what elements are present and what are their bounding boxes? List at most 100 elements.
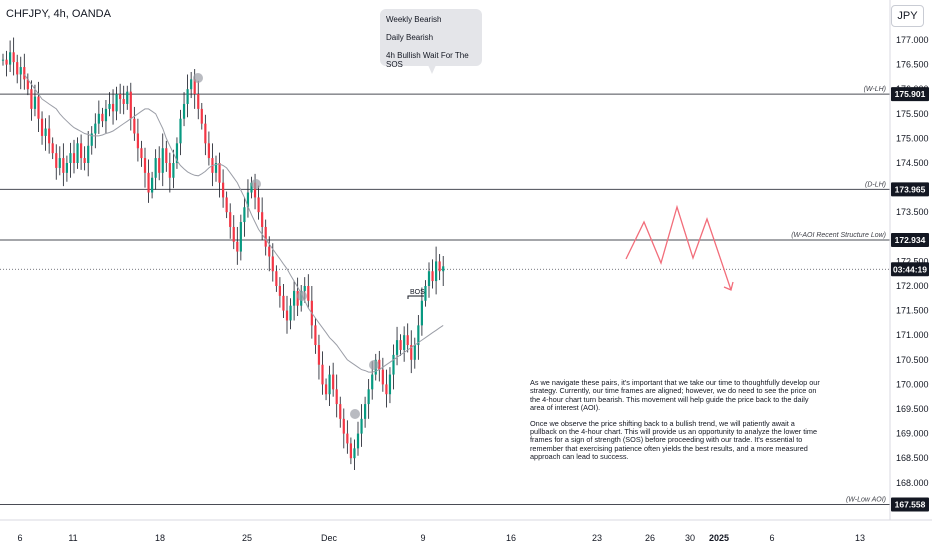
- level-price-badge-text: 172.934: [895, 235, 926, 245]
- candle-body: [143, 158, 147, 173]
- candle-body: [236, 241, 239, 252]
- candle-body: [289, 305, 292, 321]
- price-tick-label: 172.000: [896, 281, 929, 291]
- level-label: (W-Low AOI): [846, 497, 886, 504]
- moving-average-line: [23, 74, 444, 373]
- candle-body: [175, 143, 179, 163]
- candle-body: [395, 340, 399, 355]
- time-tick-label: 2025: [709, 533, 729, 543]
- time-tick-label: 25: [242, 533, 252, 543]
- time-tick-label: 6: [769, 533, 774, 543]
- candle-body: [431, 271, 434, 282]
- candle-body: [278, 286, 281, 296]
- candle-body: [129, 91, 132, 119]
- candle-body: [136, 133, 139, 149]
- horizontal-levels: (W-LH) (D-LH) (W-AOI Recent Structure Low)…: [0, 86, 890, 506]
- candle-body: [200, 108, 203, 124]
- time-tick-label: 18: [155, 533, 165, 543]
- candle-body: [1, 59, 5, 61]
- candle-body: [40, 118, 44, 136]
- candle-body: [388, 374, 392, 395]
- candle-body: [239, 222, 242, 252]
- candle-body: [381, 369, 384, 385]
- candle-body: [268, 246, 271, 257]
- candle-body: [115, 94, 118, 112]
- candle-body: [204, 123, 207, 144]
- price-tick-label: 176.500: [896, 60, 929, 70]
- candle-body: [317, 345, 321, 365]
- candle-body: [314, 325, 317, 346]
- candle-body: [140, 148, 143, 159]
- candle-body: [207, 143, 210, 159]
- price-tick-label: 170.500: [896, 355, 929, 365]
- candle-body: [253, 182, 257, 198]
- candle-body: [122, 99, 125, 104]
- candle-body: [44, 128, 47, 136]
- price-tick-label: 169.000: [896, 429, 929, 439]
- symbol-title: CHFJPY, 4h, OANDA: [6, 8, 111, 20]
- candle-body: [406, 335, 409, 346]
- candle-body: [147, 172, 150, 193]
- price-badges: 175.901 173.965 172.934 167.558 03:44:19: [891, 87, 929, 512]
- candle-body: [65, 163, 68, 173]
- candle-body: [339, 404, 342, 419]
- candle-body: [182, 103, 186, 119]
- candle-body: [307, 286, 310, 301]
- candle-body: [335, 389, 338, 405]
- candle-body: [193, 79, 196, 95]
- swing-marker: [350, 409, 360, 419]
- level-price-badge: [891, 87, 929, 102]
- price-tick-label: 171.000: [896, 330, 929, 340]
- candle-body: [119, 94, 122, 100]
- price-tick-label: 173.500: [896, 207, 929, 217]
- candle-body: [168, 163, 171, 178]
- level-price-badge-text: 167.558: [895, 500, 926, 510]
- countdown-badge-text: 03:44:19: [893, 264, 927, 274]
- candle-body: [225, 197, 228, 213]
- candle-body: [246, 192, 250, 208]
- candle-body: [324, 384, 328, 395]
- note-4h: 4h Bullish Wait For The SOS: [386, 51, 469, 69]
- candle-body: [261, 212, 264, 227]
- candle-body: [26, 79, 29, 90]
- candle-body: [133, 118, 136, 134]
- time-tick-label: 30: [685, 533, 695, 543]
- time-tick-label: 9: [420, 533, 425, 543]
- notes-pointer: [428, 65, 436, 74]
- candle-body: [197, 94, 200, 109]
- candle-body: [69, 153, 72, 163]
- candle-body: [243, 207, 246, 223]
- candle-body: [126, 91, 129, 104]
- candle-body: [94, 123, 97, 134]
- note-weekly: Weekly Bearish: [386, 15, 442, 24]
- price-tick-label: 177.000: [896, 35, 929, 45]
- level-price-badge-text: 175.901: [895, 89, 926, 99]
- candle-body: [229, 212, 232, 227]
- level-price-badge: [891, 497, 929, 512]
- candle-body: [364, 404, 367, 419]
- candle-body: [23, 67, 26, 80]
- candle-body: [271, 256, 274, 272]
- candle-body: [48, 128, 51, 144]
- time-tick-label: Dec: [321, 533, 338, 543]
- candle-body: [417, 325, 420, 346]
- candle-body: [321, 364, 324, 385]
- currency-button[interactable]: JPY: [891, 5, 924, 27]
- candle-body: [218, 163, 221, 183]
- bias-notes-box: Weekly Bearish Daily Bearish 4h Bullish …: [380, 9, 482, 69]
- price-tick-label: 168.000: [896, 478, 929, 488]
- time-tick-label: 6: [17, 533, 22, 543]
- candle-body: [342, 418, 345, 434]
- swing-marker: [251, 179, 261, 189]
- candle-body: [353, 448, 356, 459]
- price-tick-label: 175.500: [896, 109, 929, 119]
- candle-body: [349, 443, 352, 459]
- candle-body: [12, 52, 15, 63]
- price-axis: 177.000176.500176.000175.500175.000174.5…: [889, 0, 929, 520]
- candle-body: [19, 67, 22, 75]
- level-price-badge: [891, 233, 929, 248]
- candle-body: [275, 271, 278, 286]
- candle-body: [87, 145, 90, 163]
- candle-body: [30, 89, 33, 109]
